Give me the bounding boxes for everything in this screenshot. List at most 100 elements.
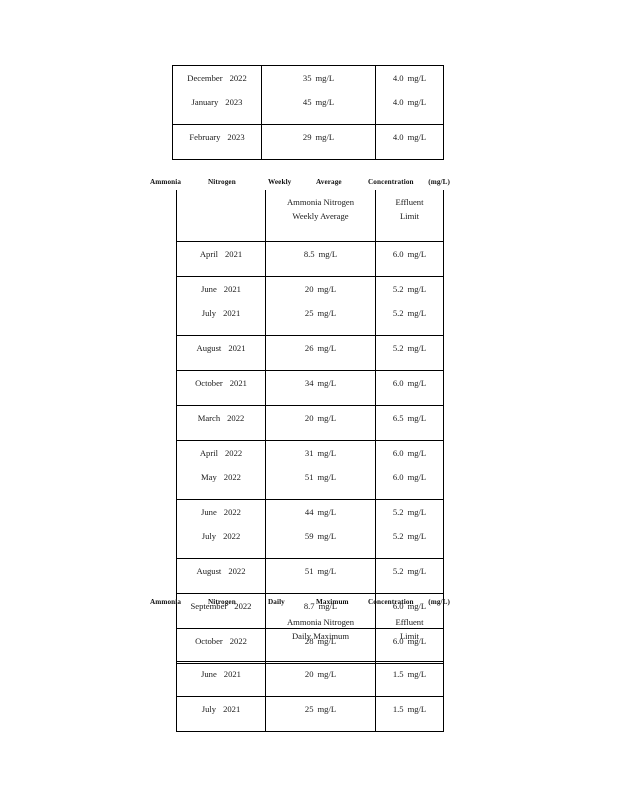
table-row: June 2022 July 2022 44 mg/L 59 mg/L 5.2 mg/L …: [176, 499, 444, 559]
monthly-concentration-table: December 2022 January 2023 35 mg/L 45 mg/L: [172, 65, 444, 160]
limit-cell: 6.0 mg/L: [375, 241, 444, 277]
value-entry: 8.5 mg/L: [266, 248, 375, 270]
period-year: 2022: [228, 566, 246, 576]
value-entry: 29 mg/L: [262, 131, 375, 153]
value-entry: 35 mg/L: [262, 72, 375, 96]
value-cell: 8.5 mg/L: [265, 241, 376, 277]
period-month: June: [201, 507, 217, 517]
period-year: 2021: [223, 704, 241, 714]
table-row: June 2021 July 2021 20 mg/L 25 mg/L 5.2 mg/L …: [176, 276, 444, 336]
period-cell: February 2023: [172, 124, 262, 160]
table-row: April 2021 8.5 mg/L 6.0 mg/L: [176, 241, 444, 277]
period-year: 2021: [224, 249, 243, 259]
value-unit: mg/L: [317, 308, 337, 318]
limit-cell: 6.5 mg/L: [375, 405, 444, 441]
title-word-ammonia: Ammonia: [150, 178, 182, 186]
limit-entry: 6.0 mg/L: [376, 471, 443, 493]
value-entry: 20 mg/L: [266, 668, 375, 690]
title-word-statistic: Maximum: [316, 598, 349, 606]
limit-unit: mg/L: [407, 531, 427, 541]
value-unit: mg/L: [317, 704, 337, 714]
value-number: 26: [304, 343, 314, 353]
table-row: April 2022 May 2022 31 mg/L 51 mg/L 6.0 mg/L …: [176, 440, 444, 500]
period-entry: June 2021: [177, 668, 265, 690]
limit-entry: 1.5 mg/L: [376, 703, 443, 725]
limit-entry: 4.0 mg/L: [376, 131, 443, 153]
header-limit-line-2: Limit: [399, 631, 420, 641]
limit-unit: mg/L: [407, 566, 427, 576]
limit-unit: mg/L: [407, 507, 427, 517]
value-unit: mg/L: [317, 448, 337, 458]
header-limit-cell: Effluent Limit: [375, 190, 444, 242]
period-year: 2021: [223, 284, 241, 294]
title-word-period: Daily: [268, 598, 285, 606]
limit-entry: 5.2 mg/L: [376, 342, 443, 364]
limit-entry: 5.2 mg/L: [376, 530, 443, 552]
period-month: July: [201, 531, 217, 541]
limit-entry: 5.2 mg/L: [376, 283, 443, 307]
value-cell: 20 mg/L: [265, 405, 376, 441]
value-unit: mg/L: [315, 97, 335, 107]
value-entry: 25 mg/L: [266, 703, 375, 725]
header-limit-cell: Effluent Limit: [375, 610, 444, 662]
limit-unit: mg/L: [407, 249, 427, 259]
limit-cell: 1.5 mg/L: [375, 696, 444, 732]
daily-maximum-table: Ammonia Nitrogen Daily Maximum Effluent …: [176, 610, 444, 732]
value-entry: 20 mg/L: [266, 283, 375, 307]
value-unit: mg/L: [317, 669, 337, 679]
period-month: October: [195, 378, 223, 388]
period-cell: June 2022 July 2022: [176, 499, 266, 559]
period-cell: April 2022 May 2022: [176, 440, 266, 500]
limit-entry: 6.0 mg/L: [376, 600, 443, 622]
period-entry: July 2021: [177, 703, 265, 725]
value-cell: 20 mg/L 25 mg/L: [265, 276, 376, 336]
title-word-units: (mg/L): [428, 598, 450, 606]
limit-number: 6.0: [392, 378, 404, 388]
period-year: 2021: [223, 669, 241, 679]
limit-entry: 5.2 mg/L: [376, 506, 443, 530]
limit-unit: mg/L: [407, 472, 427, 482]
limit-number: 4.0: [392, 97, 404, 107]
limit-unit: mg/L: [407, 413, 427, 423]
period-entry: April 2022: [177, 447, 265, 471]
period-cell: April 2021: [176, 241, 266, 277]
limit-cell: 5.2 mg/L: [375, 558, 444, 594]
period-entry: September 2022: [177, 600, 265, 622]
limit-number: 4.0: [392, 73, 404, 83]
value-unit: mg/L: [317, 378, 337, 388]
period-year: 2021: [229, 378, 247, 388]
limit-number: 5.2: [392, 531, 404, 541]
limit-cell: 1.5 mg/L: [375, 661, 444, 697]
period-entry: July 2021: [177, 307, 265, 329]
table-row: December 2022 January 2023 35 mg/L 45 mg/L: [172, 65, 444, 125]
limit-number: 5.2: [392, 507, 404, 517]
period-cell: August 2022: [176, 558, 266, 594]
period-year: 2022: [229, 73, 247, 83]
value-unit: mg/L: [315, 132, 335, 142]
value-unit: mg/L: [318, 249, 338, 259]
value-entry: 26 mg/L: [266, 342, 375, 364]
period-entry: February 2023: [173, 131, 261, 153]
value-cell: 26 mg/L: [265, 335, 376, 371]
period-cell: August 2021: [176, 335, 266, 371]
period-year: 2023: [227, 132, 245, 142]
title-word-concentration: Concentration: [368, 598, 414, 606]
header-value-line-1: Ammonia Nitrogen: [286, 197, 355, 207]
limit-unit: mg/L: [407, 378, 427, 388]
daily-table-title: Ammonia Nitrogen Daily Maximum Concentra…: [150, 598, 450, 606]
limit-unit: mg/L: [407, 343, 427, 353]
value-number: 44: [304, 507, 314, 517]
period-year: 2022: [224, 448, 243, 458]
period-entry: March 2022: [177, 412, 265, 434]
period-cell: December 2022 January 2023: [172, 65, 262, 125]
value-number: 25: [304, 308, 314, 318]
limit-entry: 6.0 mg/L: [376, 248, 443, 270]
period-year: 2022: [223, 472, 241, 482]
period-entry: July 2022: [177, 530, 265, 552]
period-entry: June 2022: [177, 506, 265, 530]
period-entry: August 2022: [177, 565, 265, 587]
period-entry: April 2021: [177, 248, 265, 270]
value-unit: mg/L: [317, 566, 337, 576]
value-unit: mg/L: [317, 284, 337, 294]
limit-entry: 6.5 mg/L: [376, 412, 443, 434]
